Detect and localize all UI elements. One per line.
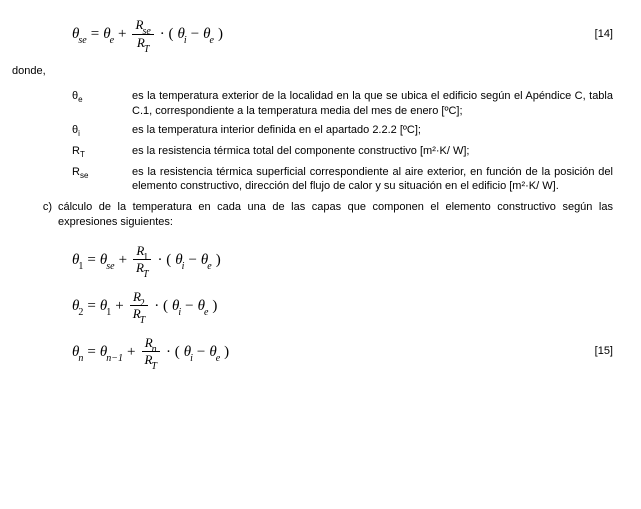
eq1-t1-sub: se bbox=[106, 261, 114, 272]
equation-theta-1: θ1 = θse + R1 RT · ( θi − θe ) bbox=[12, 244, 613, 276]
eq14-t1-sub: e bbox=[110, 35, 114, 46]
eq-diff-a-sub-n: i bbox=[190, 353, 193, 364]
equation-15-number: [15] bbox=[573, 344, 613, 359]
eq14-lhs-sub: se bbox=[78, 35, 86, 46]
def-theta-e: θe es la temperatura exterior de la loca… bbox=[72, 89, 613, 119]
donde-label: donde, bbox=[12, 64, 613, 79]
page: θse = θe + Rse RT · ( θi − θe ) [14] don… bbox=[0, 0, 641, 509]
eq14-frac-den-sub: T bbox=[144, 44, 150, 55]
def-theta-i: θi es la temperatura interior definida e… bbox=[72, 123, 613, 140]
eqn-t1-sub: n−1 bbox=[106, 353, 123, 364]
eq-den-sub-n: T bbox=[151, 361, 157, 372]
eq2-t1-sub: 1 bbox=[106, 307, 111, 318]
eq1-num-sub: 1 bbox=[143, 252, 148, 263]
sym-r-t-sub: T bbox=[80, 150, 85, 159]
equation-14-row: θse = θe + Rse RT · ( θi − θe ) [14] bbox=[12, 18, 613, 50]
def-theta-e-text: es la temperatura exterior de la localid… bbox=[132, 89, 613, 119]
eq14-fraction: Rse RT bbox=[132, 18, 153, 50]
eq1-lhs-sub: 1 bbox=[78, 261, 83, 272]
eqn-lhs-sub: n bbox=[78, 353, 83, 364]
eqn-num-sub: n bbox=[152, 344, 157, 355]
eq-den-sub-2: T bbox=[140, 315, 146, 326]
eq14-diff-a-sub: i bbox=[184, 35, 187, 46]
definitions-block: θe es la temperatura exterior de la loca… bbox=[72, 89, 613, 194]
paragraph-c-label: c) bbox=[12, 200, 58, 230]
eq-diff-b-sub-1: e bbox=[207, 261, 211, 272]
equation-14-number: [14] bbox=[573, 27, 613, 42]
sym-r-se-var: R bbox=[72, 166, 80, 178]
eq14-frac-num-sub: se bbox=[142, 26, 150, 37]
sym-theta-e-sub: e bbox=[78, 95, 82, 104]
def-theta-i-text: es la temperatura interior definida en e… bbox=[132, 123, 613, 140]
def-r-t-text: es la resistencia térmica total del comp… bbox=[132, 144, 613, 161]
equation-theta-2: θ2 = θ1 + R2 RT · ( θi − θe ) bbox=[12, 290, 613, 322]
sym-theta-i-sub: i bbox=[78, 129, 80, 138]
def-r-se: Rse es la resistencia térmica superficia… bbox=[72, 165, 613, 195]
eq-diff-a-sub-1: i bbox=[182, 261, 185, 272]
eq-den-sub-1: T bbox=[143, 269, 149, 280]
paragraph-c: c) cálculo de la temperatura en cada una… bbox=[12, 200, 613, 230]
eq-diff-b-sub-n: e bbox=[216, 353, 220, 364]
equation-theta-n-row: θn = θn−1 + Rn RT · ( θi − θe ) [15] bbox=[12, 336, 613, 368]
eq-diff-b-sub-2: e bbox=[204, 307, 208, 318]
sym-r-se-sub: se bbox=[80, 171, 88, 180]
eq2-num-sub: 2 bbox=[140, 298, 145, 309]
paragraph-c-text: cálculo de la temperatura en cada una de… bbox=[58, 200, 613, 230]
def-r-se-text: es la resistencia térmica superficial co… bbox=[132, 165, 613, 195]
equation-theta-n: θn = θn−1 + Rn RT · ( θi − θe ) bbox=[12, 336, 573, 368]
def-r-t: RT es la resistencia térmica total del c… bbox=[72, 144, 613, 161]
eq14-diff-b-sub: e bbox=[210, 35, 214, 46]
eq-diff-a-sub-2: i bbox=[178, 307, 181, 318]
eq2-lhs-sub: 2 bbox=[78, 307, 83, 318]
equation-14: θse = θe + Rse RT · ( θi − θe ) bbox=[12, 18, 573, 50]
sym-r-t-var: R bbox=[72, 145, 80, 157]
